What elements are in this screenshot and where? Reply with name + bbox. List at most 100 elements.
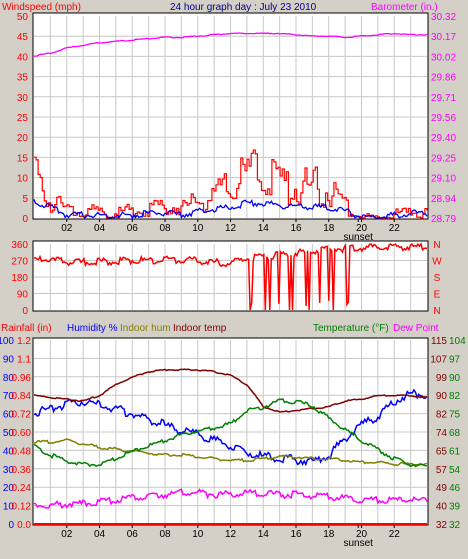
rainfall-legend: Rainfall (in) (1, 323, 52, 334)
barometer-tick-label: 28.94 (431, 194, 456, 205)
humidity-tick-label: 90 (3, 354, 15, 365)
barometer-tick-label: 29.10 (431, 174, 456, 185)
panel1-tick-label: 14 (258, 223, 270, 234)
rainfall-tick-label: 0.84 (12, 391, 32, 402)
temperature-tick-label: 65 (436, 446, 448, 457)
barometer-tick-label: 30.32 (431, 12, 456, 23)
chart-title: 24 hour graph day : July 23 2010 (170, 2, 317, 13)
barometer-tick-label: 30.02 (431, 52, 456, 63)
windspeed-tick-label: 25 (17, 113, 29, 124)
direction-tick-label: 0 (22, 306, 28, 317)
humidity-tick-label: 0 (8, 520, 14, 531)
direction-compass-label: N (433, 306, 440, 317)
panel1-sunset-label: sunset (343, 232, 373, 243)
humidity-legend: Humidity % (67, 323, 118, 334)
panel1-tick-label: 10 (192, 223, 204, 234)
temperature-tick-label: 40 (436, 502, 448, 513)
dew-point-tick-label: 82 (449, 391, 461, 402)
temperature-tick-label: 90 (436, 391, 448, 402)
humidity-tick-label: 100 (0, 336, 14, 347)
humidity-tick-label: 70 (3, 391, 15, 402)
panel3-tick-label: 20 (356, 529, 368, 540)
panel1-tick-label: 16 (290, 223, 302, 234)
barometer-tick-label: 29.56 (431, 113, 456, 124)
barometer-tick-label: 29.86 (431, 73, 456, 84)
dew-point-tick-label: 39 (449, 502, 461, 513)
temperature-tick-label: 107 (430, 354, 447, 365)
rainfall-tick-label: 0.24 (12, 483, 32, 494)
series-average-wind (33, 198, 428, 220)
rainfall-tick-label: 0.36 (12, 465, 32, 476)
panel3-tick-label: 06 (127, 529, 139, 540)
rainfall-tick-label: 1.2 (17, 336, 31, 347)
windspeed-tick-label: 0 (22, 214, 28, 225)
dew-point-tick-label: 75 (449, 410, 461, 421)
panel1-tick-label: 18 (323, 223, 335, 234)
barometer-tick-label: 28.79 (431, 214, 456, 225)
indoor-temp-legend: Indoor temp (173, 323, 227, 334)
direction-compass-label: E (434, 290, 441, 301)
panel3-tick-label: 22 (389, 529, 401, 540)
panel3-tick-label: 02 (61, 529, 73, 540)
windspeed-tick-label: 40 (17, 52, 29, 63)
rainfall-tick-label: 1.1 (17, 354, 31, 365)
humidity-tick-label: 10 (3, 502, 15, 513)
temperature-tick-label: 99 (436, 373, 448, 384)
windspeed-tick-label: 15 (17, 153, 29, 164)
windspeed-tick-label: 45 (17, 32, 29, 43)
series-humidity- (33, 388, 428, 467)
dew-point-tick-label: 61 (449, 446, 461, 457)
windspeed-tick-label: 5 (22, 194, 28, 205)
rainfall-tick-label: 0.96 (12, 373, 32, 384)
series-dew-point (33, 488, 428, 510)
panel1-tick-label: 02 (61, 223, 73, 234)
series-indoor-temp (33, 368, 428, 413)
panel3-tick-label: 14 (258, 529, 270, 540)
temperature-tick-label: 49 (436, 483, 448, 494)
humidity-tick-label: 40 (3, 446, 15, 457)
direction-tick-label: 270 (11, 257, 28, 268)
dew-point-tick-label: 54 (449, 465, 461, 476)
humidity-tick-label: 30 (3, 465, 15, 476)
windspeed-tick-label: 10 (17, 174, 29, 185)
temperature-tick-label: 82 (436, 410, 448, 421)
dew-point-tick-label: 32 (449, 520, 461, 531)
dew-point-tick-label: 90 (449, 373, 461, 384)
barometer-tick-label: 30.17 (431, 32, 456, 43)
rainfall-tick-label: 0.12 (12, 502, 32, 513)
barometer-tick-label: 29.40 (431, 133, 456, 144)
dew-point-legend: Dew Point (393, 323, 439, 334)
dew-point-tick-label: 97 (449, 354, 461, 365)
series-barometer-in- (33, 32, 428, 57)
direction-tick-label: 90 (17, 290, 29, 301)
panel1-tick-label: 20 (356, 223, 368, 234)
panel3-tick-label: 18 (323, 529, 335, 540)
windspeed-tick-label: 20 (17, 133, 29, 144)
humidity-tick-label: 60 (3, 410, 15, 421)
panel3-tick-label: 10 (192, 529, 204, 540)
barometer-tick-label: 29.25 (431, 153, 456, 164)
windspeed-tick-label: 30 (17, 93, 29, 104)
barometer-axis-label: Barometer (in.) (371, 2, 438, 13)
direction-compass-label: N (433, 240, 440, 251)
dew-point-tick-label: 104 (449, 336, 466, 347)
temperature-legend: Temperature (°F) (313, 323, 389, 334)
panel3-tick-label: 12 (225, 529, 237, 540)
panel1-tick-label: 12 (225, 223, 237, 234)
rainfall-tick-label: 0.0 (17, 520, 31, 531)
panel3-tick-label: 04 (94, 529, 106, 540)
panel3-sunset-label: sunset (343, 538, 373, 549)
humidity-tick-label: 80 (3, 373, 15, 384)
direction-compass-label: S (434, 273, 441, 284)
direction-tick-label: 360 (11, 240, 28, 251)
panel1-tick-label: 06 (127, 223, 139, 234)
temperature-tick-label: 32 (436, 520, 448, 531)
panel1-tick-label: 22 (389, 223, 401, 234)
rainfall-tick-label: 0.72 (12, 410, 32, 421)
rainfall-tick-label: 0.48 (12, 446, 32, 457)
windspeed-tick-label: 35 (17, 73, 29, 84)
direction-tick-label: 180 (11, 273, 28, 284)
panel3-tick-label: 08 (159, 529, 171, 540)
indoor-hum-legend: Indoor hum (120, 323, 171, 334)
